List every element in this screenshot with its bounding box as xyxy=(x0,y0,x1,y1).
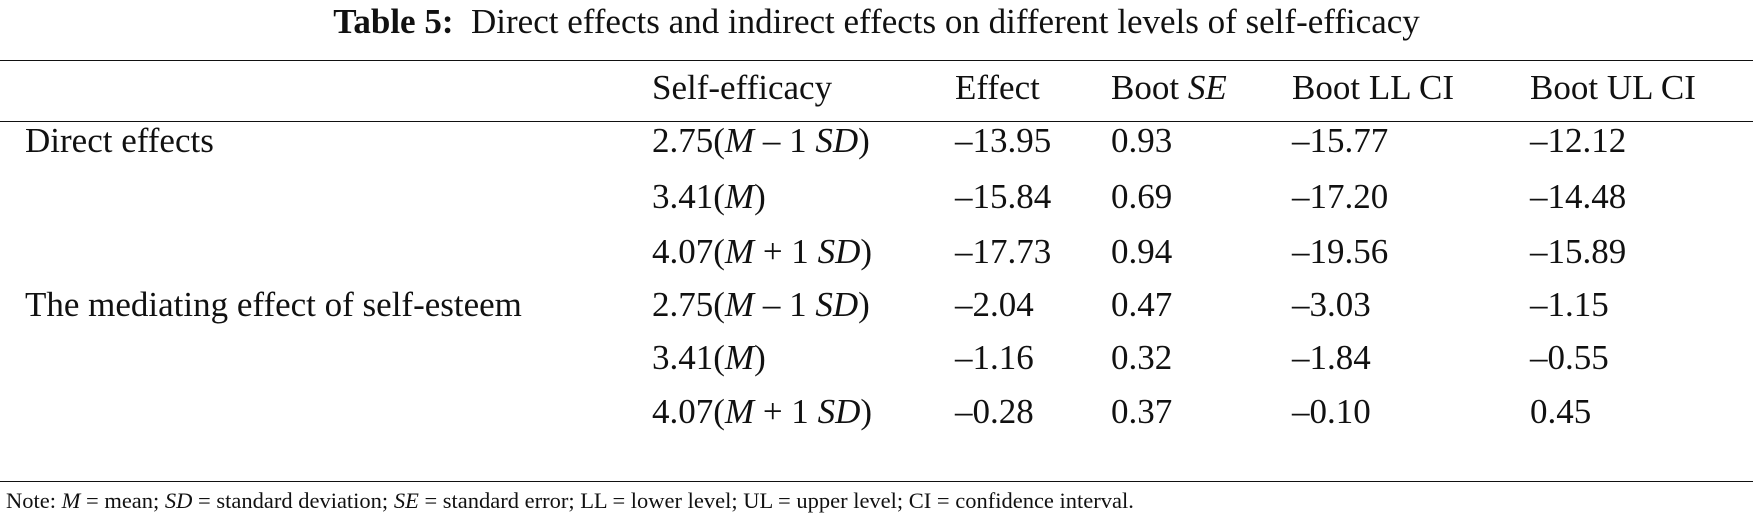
boot-se-cell: 0.47 xyxy=(1111,285,1173,324)
self-efficacy-cell: 3.41(M) xyxy=(652,172,766,222)
self-efficacy-operator: + 1 xyxy=(754,232,818,271)
self-efficacy-open-paren: ( xyxy=(713,232,725,271)
self-efficacy-mean-symbol: M xyxy=(724,232,755,271)
self-efficacy-cell: 4.07(M + 1 SD) xyxy=(652,387,872,437)
table-title: Table 5: Direct effects and indirect eff… xyxy=(0,2,1753,42)
boot-ll-ci-cell: –1.84 xyxy=(1292,338,1371,377)
self-efficacy-mean-symbol: M xyxy=(724,177,755,216)
self-efficacy-value: 4.07 xyxy=(652,232,714,271)
self-efficacy-cell: 3.41(M) xyxy=(652,333,766,383)
boot-ll-ci-cell: –19.56 xyxy=(1292,232,1389,271)
boot-se-cell: 0.37 xyxy=(1111,392,1173,431)
self-efficacy-sd-symbol: SD xyxy=(815,121,859,160)
self-efficacy-value: 4.07 xyxy=(652,392,714,431)
note-sd: SD xyxy=(164,488,193,513)
header-boot-se: Boot SE xyxy=(1111,63,1227,113)
boot-se-cell: 0.93 xyxy=(1111,121,1173,160)
self-efficacy-sd-symbol: SD xyxy=(817,392,861,431)
note-text-1: = mean; xyxy=(80,488,165,513)
self-efficacy-close-paren: ) xyxy=(860,232,872,271)
header-boot-se-prefix: Boot xyxy=(1111,68,1188,107)
self-efficacy-sd-symbol: SD xyxy=(817,232,861,271)
note-text-2: = standard deviation; xyxy=(192,488,394,513)
self-efficacy-sd-symbol: SD xyxy=(815,285,859,324)
boot-ll-ci-cell: –17.20 xyxy=(1292,177,1389,216)
table-note: Note: M = mean; SD = standard deviation;… xyxy=(6,486,1134,516)
table-row: 4.07(M + 1 SD) –0.28 0.37 –0.10 0.45 xyxy=(0,387,1753,437)
self-efficacy-cell: 2.75(M – 1 SD) xyxy=(652,280,870,330)
header-boot-ll-ci: Boot LL CI xyxy=(1292,68,1455,107)
table-row: 4.07(M + 1 SD) –17.73 0.94 –19.56 –15.89 xyxy=(0,227,1753,277)
self-efficacy-cell: 2.75(M – 1 SD) xyxy=(652,116,870,166)
effect-cell: –15.84 xyxy=(955,177,1052,216)
self-efficacy-operator: + 1 xyxy=(754,392,818,431)
row-label: Direct effects xyxy=(25,121,214,160)
boot-ul-ci-cell: –1.15 xyxy=(1530,285,1609,324)
note-m: M xyxy=(61,488,81,513)
self-efficacy-value: 2.75 xyxy=(652,285,714,324)
self-efficacy-mean-symbol: M xyxy=(724,285,755,324)
self-efficacy-open-paren: ( xyxy=(713,177,725,216)
header-effect: Effect xyxy=(955,68,1040,107)
row-label: The mediating effect of self-esteem xyxy=(25,285,522,324)
boot-ll-ci-cell: –15.77 xyxy=(1292,121,1389,160)
header-boot-se-italic: SE xyxy=(1187,68,1227,107)
header-boot-ul-ci: Boot UL CI xyxy=(1530,68,1696,107)
note-se: SE xyxy=(393,488,419,513)
boot-ul-ci-cell: –12.12 xyxy=(1530,121,1627,160)
self-efficacy-mean-symbol: M xyxy=(724,338,755,377)
self-efficacy-close-paren: ) xyxy=(754,338,766,377)
self-efficacy-value: 2.75 xyxy=(652,121,714,160)
effect-cell: –0.28 xyxy=(955,392,1034,431)
self-efficacy-close-paren: ) xyxy=(858,285,870,324)
self-efficacy-open-paren: ( xyxy=(713,392,725,431)
bottom-rule xyxy=(0,481,1753,482)
boot-ll-ci-cell: –0.10 xyxy=(1292,392,1371,431)
self-efficacy-open-paren: ( xyxy=(713,285,725,324)
note-text-3: = standard error; LL = lower level; UL =… xyxy=(418,488,1134,513)
self-efficacy-value: 3.41 xyxy=(652,177,714,216)
self-efficacy-cell: 4.07(M + 1 SD) xyxy=(652,227,872,277)
self-efficacy-open-paren: ( xyxy=(713,338,725,377)
boot-ul-ci-cell: –15.89 xyxy=(1530,232,1627,271)
table-row: 3.41(M) –1.16 0.32 –1.84 –0.55 xyxy=(0,333,1753,383)
top-rule xyxy=(0,60,1753,61)
boot-ul-ci-cell: –0.55 xyxy=(1530,338,1609,377)
self-efficacy-close-paren: ) xyxy=(858,121,870,160)
note-prefix: Note: xyxy=(6,488,62,513)
header-self-efficacy: Self-efficacy xyxy=(652,68,833,107)
table-row: The mediating effect of self-esteem 2.75(… xyxy=(0,280,1753,330)
self-efficacy-mean-symbol: M xyxy=(724,121,755,160)
self-efficacy-value: 3.41 xyxy=(652,338,714,377)
self-efficacy-operator: – 1 xyxy=(754,121,816,160)
boot-se-cell: 0.32 xyxy=(1111,338,1173,377)
effect-cell: –17.73 xyxy=(955,232,1052,271)
boot-ul-ci-cell: –14.48 xyxy=(1530,177,1627,216)
self-efficacy-operator: – 1 xyxy=(754,285,816,324)
boot-se-cell: 0.94 xyxy=(1111,232,1173,271)
self-efficacy-open-paren: ( xyxy=(713,121,725,160)
self-efficacy-mean-symbol: M xyxy=(724,392,755,431)
boot-ll-ci-cell: –3.03 xyxy=(1292,285,1371,324)
self-efficacy-close-paren: ) xyxy=(754,177,766,216)
boot-se-cell: 0.69 xyxy=(1111,177,1173,216)
self-efficacy-close-paren: ) xyxy=(860,392,872,431)
effect-cell: –1.16 xyxy=(955,338,1034,377)
table-number: Table 5: xyxy=(333,2,454,41)
header-row: Self-efficacy Effect Boot SE Boot LL CI … xyxy=(0,63,1753,113)
table-row: Direct effects 2.75(M – 1 SD) –13.95 0.93 –1… xyxy=(0,116,1753,166)
effect-cell: –13.95 xyxy=(955,121,1052,160)
table-caption: Direct effects and indirect effects on d… xyxy=(471,2,1420,41)
boot-ul-ci-cell: 0.45 xyxy=(1530,392,1592,431)
effect-cell: –2.04 xyxy=(955,285,1034,324)
header-rule xyxy=(0,121,1753,122)
table-row: 3.41(M) –15.84 0.69 –17.20 –14.48 xyxy=(0,172,1753,222)
